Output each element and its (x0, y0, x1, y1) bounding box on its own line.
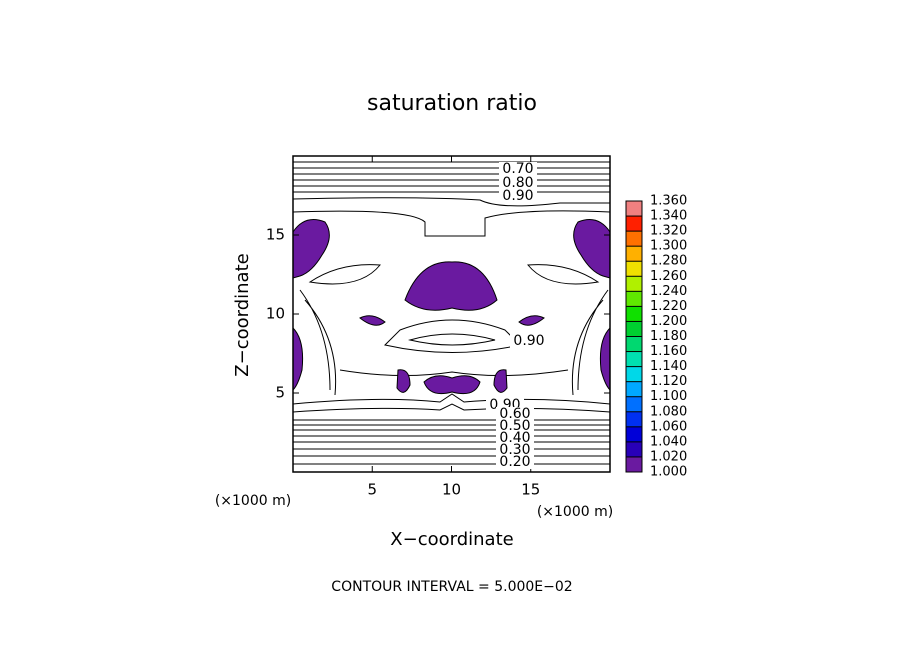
colorbar-label: 1.320 (650, 224, 687, 239)
colorbar-label: 1.200 (650, 314, 687, 329)
colorbar-segment (626, 336, 642, 352)
contour-label-bg (496, 431, 534, 445)
colorbar-label: 1.280 (650, 254, 687, 269)
contour-label: 0.20 (499, 454, 530, 470)
colorbar-segment (626, 231, 642, 247)
saturated-region (404, 261, 498, 311)
colorbar-label: 1.120 (650, 374, 687, 389)
colorbar-label: 1.080 (650, 404, 687, 419)
contour-label: 0.40 (499, 430, 530, 446)
saturated-region (518, 315, 545, 326)
contour-label: 0.70 (502, 161, 533, 177)
colorbar-segment (626, 411, 642, 427)
colorbar-segment (626, 306, 642, 322)
y-tick-label: 5 (275, 384, 285, 402)
colorbar-label: 1.180 (650, 329, 687, 344)
saturated-region (423, 375, 481, 395)
colorbar-label: 1.060 (650, 419, 687, 434)
contour-label-bg (496, 455, 534, 469)
colorbar-segment (626, 216, 642, 232)
x-tick-label: 10 (442, 481, 461, 499)
contour-label: 0.90 (513, 333, 544, 349)
saturated-region (493, 369, 508, 393)
colorbar-label: 1.140 (650, 359, 687, 374)
colorbar-label: 1.240 (650, 284, 687, 299)
colorbar-segment (626, 351, 642, 367)
colorbar-label: 1.360 (650, 194, 687, 209)
x-axis-label: X−coordinate (390, 529, 513, 550)
contour-lines (292, 161, 611, 465)
colorbar-segment (626, 291, 642, 307)
colorbar-label: 1.020 (650, 449, 687, 464)
colorbar-segment (626, 321, 642, 337)
colorbar-label: 1.100 (650, 389, 687, 404)
colorbar-segment (626, 396, 642, 412)
contour-label: 0.60 (499, 406, 530, 422)
y-unit: (×1000 m) (215, 493, 291, 509)
y-tick-label: 15 (266, 226, 285, 244)
colorbar-segment (626, 201, 642, 217)
colorbar-segment (626, 456, 642, 472)
saturated-region (359, 315, 386, 326)
colorbar-segment (626, 366, 642, 382)
colorbar-label: 1.040 (650, 434, 687, 449)
chart-title: saturation ratio (367, 91, 537, 116)
x-unit: (×1000 m) (537, 504, 613, 520)
y-tick-label: 10 (266, 305, 285, 323)
contour-label-bg (499, 176, 537, 190)
contour-label: 0.80 (502, 175, 533, 191)
contour-label-bg (496, 443, 534, 457)
contour-label-bg (496, 407, 534, 421)
contour-label: 0.50 (499, 418, 530, 434)
x-tick-label: 15 (521, 481, 540, 499)
colorbar-label: 1.160 (650, 344, 687, 359)
x-tick-label: 5 (367, 481, 377, 499)
colorbar-label: 1.220 (650, 299, 687, 314)
colorbar-label: 1.300 (650, 239, 687, 254)
saturated-region (292, 219, 330, 279)
colorbar-segment (626, 441, 642, 457)
contour-label: 0.90 (502, 188, 533, 204)
saturation-regions (292, 219, 611, 395)
colorbar-segment (626, 426, 642, 442)
saturated-region (599, 326, 611, 392)
contour-label-bg (496, 419, 534, 433)
colorbar-segment (626, 246, 642, 262)
saturated-region (396, 369, 411, 393)
footnote: CONTOUR INTERVAL = 5.000E−02 (331, 579, 572, 595)
colorbar-segment (626, 381, 642, 397)
saturated-region (292, 326, 304, 392)
saturated-region (573, 219, 611, 279)
contour-label-bg (510, 334, 548, 348)
contour-label-bg (499, 162, 537, 176)
colorbar-label: 1.260 (650, 269, 687, 284)
contour-label-bg (499, 189, 537, 203)
colorbar-label: 1.340 (650, 209, 687, 224)
contour-label: 0.30 (499, 442, 530, 458)
colorbar-segment (626, 261, 642, 277)
colorbar-segment (626, 276, 642, 292)
y-axis-label: Z−coordinate (232, 253, 253, 376)
axes: 5 10 15 5 10 15 (266, 155, 611, 499)
colorbar-label: 1.000 (650, 465, 687, 480)
